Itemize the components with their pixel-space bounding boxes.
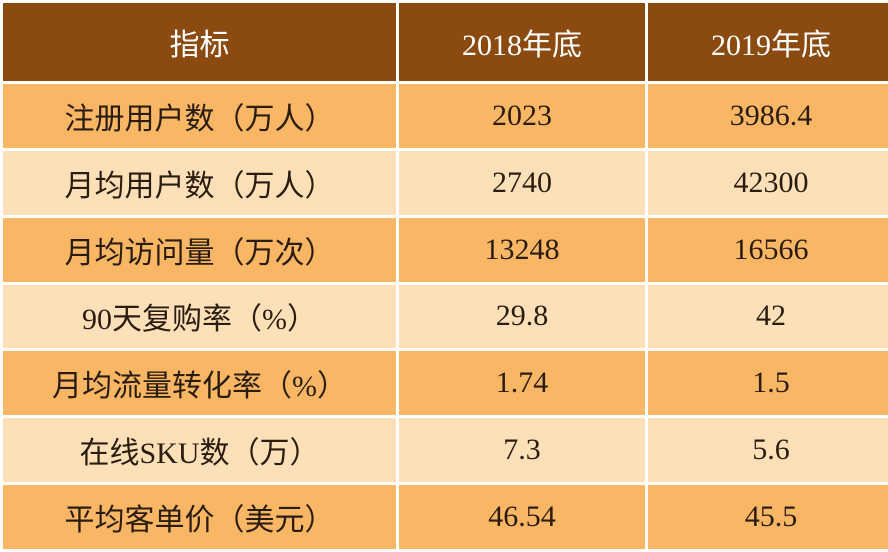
table-cell: 3986.4 bbox=[648, 84, 888, 148]
table-cell: 16566 bbox=[648, 217, 888, 282]
row-label: 月均用户数（万人） bbox=[3, 150, 396, 215]
table-cell: 2023 bbox=[399, 84, 645, 148]
table-cell: 13248 bbox=[399, 217, 645, 282]
table-cell: 42300 bbox=[648, 150, 888, 215]
row-label: 注册用户数（万人） bbox=[3, 84, 396, 148]
table-cell: 45.5 bbox=[648, 485, 888, 549]
row-label: 90天复购率（%） bbox=[3, 284, 396, 349]
table-cell: 29.8 bbox=[399, 284, 645, 349]
table-row: 平均客单价（美元） 46.54 45.5 bbox=[3, 485, 888, 549]
table-row: 在线SKU数（万） 7.3 5.6 bbox=[3, 418, 888, 483]
header-cell: 指标 bbox=[3, 3, 396, 81]
table-cell: 1.5 bbox=[648, 351, 888, 416]
row-label: 在线SKU数（万） bbox=[3, 418, 396, 483]
table-cell: 5.6 bbox=[648, 418, 888, 483]
table-row: 月均访问量（万次） 13248 16566 bbox=[3, 217, 888, 282]
header-cell: 2019年底 bbox=[648, 3, 888, 81]
row-label: 月均访问量（万次） bbox=[3, 217, 396, 282]
table-body: 注册用户数（万人） 2023 3986.4 月均用户数（万人） 2740 42300 月均访… bbox=[3, 84, 888, 549]
table-cell: 1.74 bbox=[399, 351, 645, 416]
header-row: 指标 2018年底 2019年底 bbox=[3, 3, 888, 81]
table-row: 90天复购率（%） 29.8 42 bbox=[3, 284, 888, 349]
table-row: 注册用户数（万人） 2023 3986.4 bbox=[3, 84, 888, 148]
table-cell: 7.3 bbox=[399, 418, 645, 483]
table-row: 月均流量转化率（%） 1.74 1.5 bbox=[3, 351, 888, 416]
row-label: 平均客单价（美元） bbox=[3, 485, 396, 549]
table-cell: 2740 bbox=[399, 150, 645, 215]
row-label: 月均流量转化率（%） bbox=[3, 351, 396, 416]
table-row: 月均用户数（万人） 2740 42300 bbox=[3, 150, 888, 215]
header-cell: 2018年底 bbox=[399, 3, 645, 81]
table-cell: 46.54 bbox=[399, 485, 645, 549]
table-cell: 42 bbox=[648, 284, 888, 349]
